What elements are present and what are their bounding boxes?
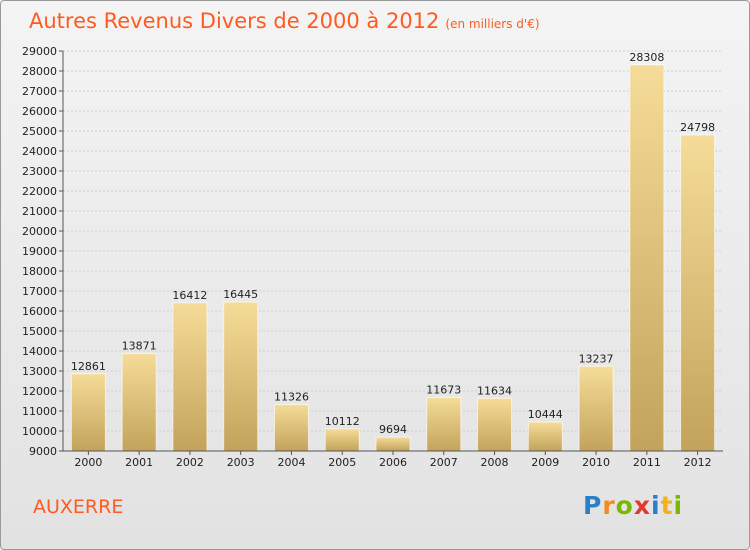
x-tick-label: 2000 xyxy=(74,456,102,469)
bar xyxy=(629,64,665,452)
bar xyxy=(223,301,259,452)
x-tick-label: 2006 xyxy=(379,456,407,469)
x-tick-label: 2008 xyxy=(481,456,509,469)
brand-letter: o xyxy=(615,491,634,520)
y-tick-label: 23000 xyxy=(22,165,57,178)
y-tick-label: 14000 xyxy=(22,345,57,358)
value-label: 16445 xyxy=(223,288,258,301)
bar xyxy=(172,302,208,452)
value-label: 11673 xyxy=(426,384,461,397)
y-axis-ticks: 9000 10000 11000 12000 13000 14000 15000 16000 1… xyxy=(22,45,63,458)
y-tick-label: 26000 xyxy=(22,105,57,118)
y-tick-label: 17000 xyxy=(22,285,57,298)
value-label: 10444 xyxy=(528,408,563,421)
chart-title-main: Autres Revenus Divers de 2000 à 2012 xyxy=(29,9,440,33)
y-tick-label: 22000 xyxy=(22,185,57,198)
value-label: 13237 xyxy=(579,352,614,365)
value-label: 24798 xyxy=(680,121,715,134)
y-tick-label: 27000 xyxy=(22,85,57,98)
brand-letter: i xyxy=(651,491,661,520)
chart-title-unit: (en milliers d'€) xyxy=(445,17,540,31)
y-tick-label: 11000 xyxy=(22,405,57,418)
brand-letter: P xyxy=(583,491,603,520)
x-tick-label: 2002 xyxy=(176,456,204,469)
y-tick-label: 19000 xyxy=(22,245,57,258)
x-tick-label: 2011 xyxy=(633,456,661,469)
x-tick-label: 2003 xyxy=(227,456,255,469)
x-tick-label: 2009 xyxy=(531,456,559,469)
bar xyxy=(426,397,462,452)
brand-letter: r xyxy=(602,491,616,520)
bar xyxy=(375,436,411,452)
bar xyxy=(121,353,157,452)
y-tick-label: 13000 xyxy=(22,365,57,378)
y-tick-label: 15000 xyxy=(22,325,57,338)
value-label: 11634 xyxy=(477,384,512,397)
value-label: 12861 xyxy=(71,360,106,373)
bar xyxy=(680,134,716,452)
grid-lines xyxy=(63,50,723,452)
y-tick-label: 12000 xyxy=(22,385,57,398)
y-tick-label: 9000 xyxy=(29,445,57,458)
x-tick-label: 2005 xyxy=(328,456,356,469)
y-tick-label: 18000 xyxy=(22,265,57,278)
y-tick-label: 21000 xyxy=(22,205,57,218)
bar xyxy=(273,403,309,452)
y-tick-label: 25000 xyxy=(22,125,57,138)
y-tick-label: 20000 xyxy=(22,225,57,238)
x-axis-ticks: 2000 2001 2002 2003 2004 2005 2006 2007 2008 2009… xyxy=(74,451,712,469)
commune-name: AUXERRE xyxy=(33,496,124,518)
x-tick-label: 2004 xyxy=(277,456,305,469)
value-label: 16412 xyxy=(172,289,207,302)
x-tick-label: 2001 xyxy=(125,456,153,469)
value-label: 11326 xyxy=(274,390,309,403)
x-tick-label: 2007 xyxy=(430,456,458,469)
x-tick-label: 2012 xyxy=(684,456,712,469)
y-tick-label: 24000 xyxy=(22,145,57,158)
value-label: 9694 xyxy=(379,423,407,436)
y-tick-label: 28000 xyxy=(22,65,57,78)
bar xyxy=(578,365,614,452)
brand-logo: Proxiti xyxy=(583,491,683,520)
value-label: 10112 xyxy=(325,415,360,428)
y-tick-label: 10000 xyxy=(22,425,57,438)
x-tick-label: 2010 xyxy=(582,456,610,469)
bar xyxy=(527,421,563,452)
bar xyxy=(70,373,106,452)
brand-letter: x xyxy=(633,491,651,520)
value-label: 28308 xyxy=(629,51,664,64)
bar xyxy=(324,428,360,452)
y-tick-label: 16000 xyxy=(22,305,57,318)
chart-title: Autres Revenus Divers de 2000 à 2012 (en … xyxy=(29,9,540,33)
brand-letter: t xyxy=(660,491,674,520)
brand-letter: i xyxy=(673,491,684,520)
bars xyxy=(70,64,716,452)
value-label: 13871 xyxy=(122,340,157,353)
value-labels: 12861 13871 16412 16445 11326 10112 9694 11673 1… xyxy=(71,51,715,436)
bar xyxy=(477,397,513,452)
y-tick-label: 29000 xyxy=(22,45,57,58)
